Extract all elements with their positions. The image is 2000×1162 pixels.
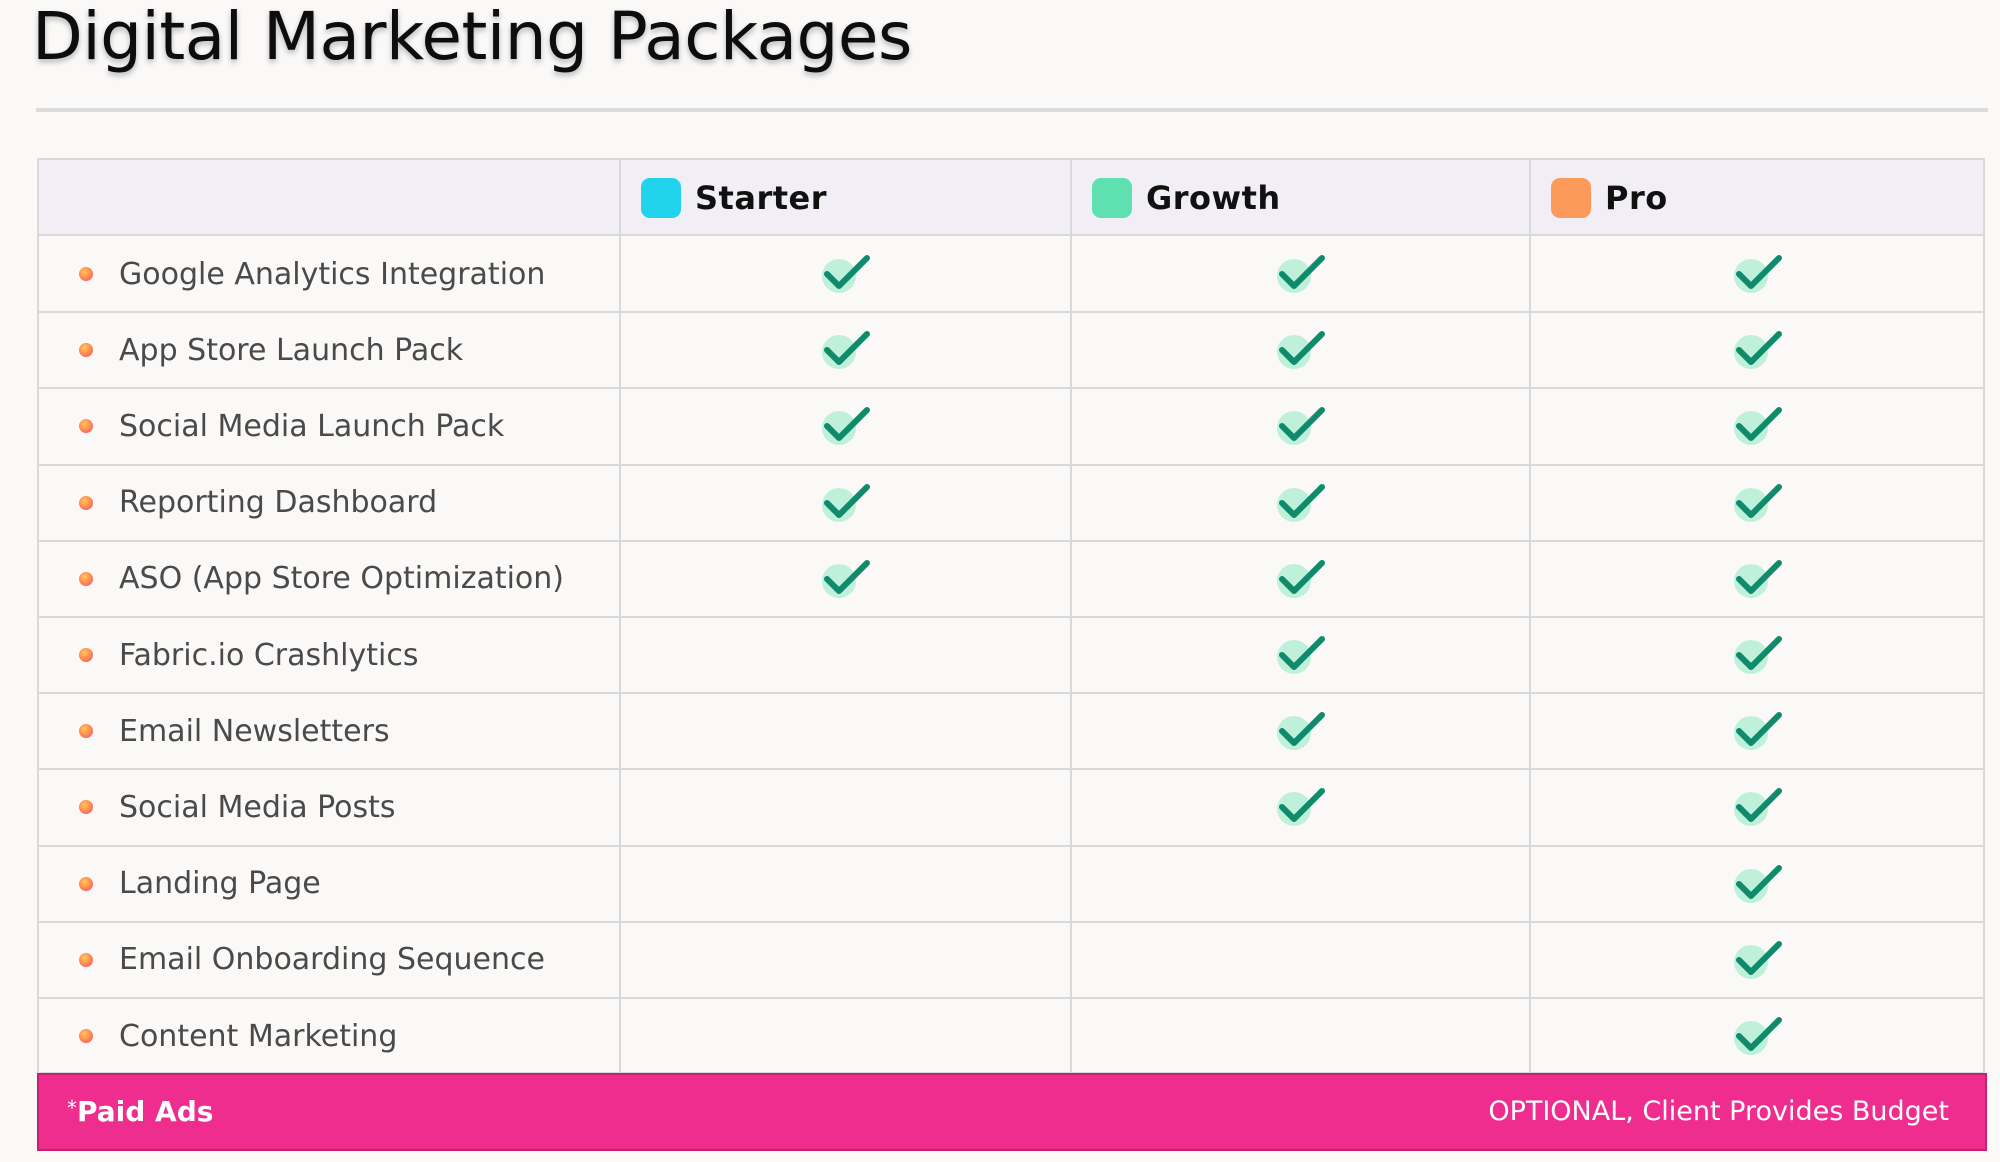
table-row: Email Newsletters — [39, 693, 619, 769]
check-icon — [1734, 940, 1782, 979]
title-divider — [36, 108, 1988, 112]
footnote-asterisk: * — [67, 1096, 77, 1120]
feature-label: Google Analytics Integration — [119, 256, 546, 292]
check-icon — [1276, 331, 1325, 370]
check-icon — [1276, 559, 1325, 598]
row-divider — [39, 692, 1983, 695]
table-row: Reporting Dashboard — [39, 465, 619, 541]
row-divider — [39, 311, 1983, 314]
table-row: Landing Page — [39, 846, 619, 922]
check-icon — [821, 559, 870, 598]
check-icon — [1734, 331, 1782, 370]
check-icon — [1276, 712, 1325, 751]
package-comparison-table: Starter Growth Pro Google Analytics Integra… — [37, 158, 1985, 1074]
table-row: ASO (App Store Optimization) — [39, 541, 619, 617]
row-divider — [39, 920, 1983, 923]
check-icon — [1734, 864, 1782, 903]
plan-header-starter: Starter — [641, 160, 827, 236]
check-icon — [1734, 559, 1782, 598]
bullet-icon — [79, 952, 93, 967]
check-icon — [1734, 636, 1782, 674]
paid-ads-footer: *Paid Ads OPTIONAL, Client Provides Budg… — [37, 1073, 1987, 1151]
page-title: Digital Marketing Packages — [32, 0, 912, 75]
feature-label: Social Media Launch Pack — [119, 408, 505, 444]
table-row: Fabric.io Crashlytics — [39, 617, 619, 693]
plan-name: Starter — [695, 179, 827, 217]
check-icon — [821, 331, 870, 370]
feature-label: Email Newsletters — [119, 713, 390, 749]
paid-ads-label: *Paid Ads — [67, 1075, 213, 1149]
bullet-icon — [79, 800, 93, 815]
feature-label: App Store Launch Pack — [119, 332, 464, 368]
plan-color-swatch — [1551, 178, 1591, 218]
table-row: Email Onboarding Sequence — [39, 922, 619, 998]
check-icon — [821, 483, 870, 522]
plan-color-swatch — [641, 178, 681, 218]
feature-label: Fabric.io Crashlytics — [119, 637, 419, 673]
bullet-icon — [79, 343, 93, 358]
table-header-row — [39, 160, 1983, 236]
check-icon — [1734, 407, 1782, 446]
feature-label: Reporting Dashboard — [119, 485, 438, 521]
bullet-icon — [79, 419, 93, 434]
plan-name: Pro — [1605, 179, 1668, 217]
bullet-icon — [79, 1029, 93, 1043]
check-icon — [1734, 255, 1782, 293]
table-row: Content Marketing — [39, 998, 619, 1074]
row-divider — [39, 768, 1983, 771]
check-icon — [1276, 407, 1325, 446]
row-divider — [39, 616, 1983, 618]
check-icon — [821, 407, 870, 446]
bullet-icon — [79, 267, 93, 281]
bullet-icon — [79, 876, 93, 891]
feature-label: ASO (App Store Optimization) — [119, 561, 565, 597]
plan-name: Growth — [1146, 179, 1281, 217]
paid-ads-text: Paid Ads — [77, 1095, 214, 1128]
plan-header-growth: Growth — [1092, 160, 1281, 236]
bullet-icon — [79, 495, 93, 510]
bullet-icon — [79, 724, 93, 739]
feature-label: Social Media Posts — [119, 789, 396, 825]
plan-header-pro: Pro — [1551, 160, 1668, 236]
bullet-icon — [79, 571, 93, 586]
feature-label: Content Marketing — [119, 1018, 398, 1054]
check-icon — [1734, 788, 1782, 827]
check-icon — [1276, 483, 1325, 522]
table-row: Google Analytics Integration — [39, 236, 619, 312]
bullet-icon — [79, 648, 93, 662]
table-row: App Store Launch Pack — [39, 312, 619, 388]
row-divider — [39, 997, 1983, 999]
row-divider — [39, 387, 1983, 390]
table-row: Social Media Launch Pack — [39, 388, 619, 464]
feature-label: Email Onboarding Sequence — [119, 942, 545, 978]
row-divider — [39, 539, 1983, 542]
row-divider — [39, 463, 1983, 466]
check-icon — [1734, 483, 1782, 522]
paid-ads-note: OPTIONAL, Client Provides Budget — [1488, 1096, 1949, 1127]
check-icon — [1734, 712, 1782, 751]
row-divider — [39, 844, 1983, 847]
check-icon — [1276, 636, 1325, 674]
feature-label: Landing Page — [119, 866, 321, 902]
check-icon — [1276, 255, 1325, 293]
check-icon — [1276, 788, 1325, 827]
check-icon — [1734, 1017, 1782, 1055]
check-icon — [821, 255, 870, 293]
table-row: Social Media Posts — [39, 769, 619, 845]
plan-color-swatch — [1092, 178, 1132, 218]
